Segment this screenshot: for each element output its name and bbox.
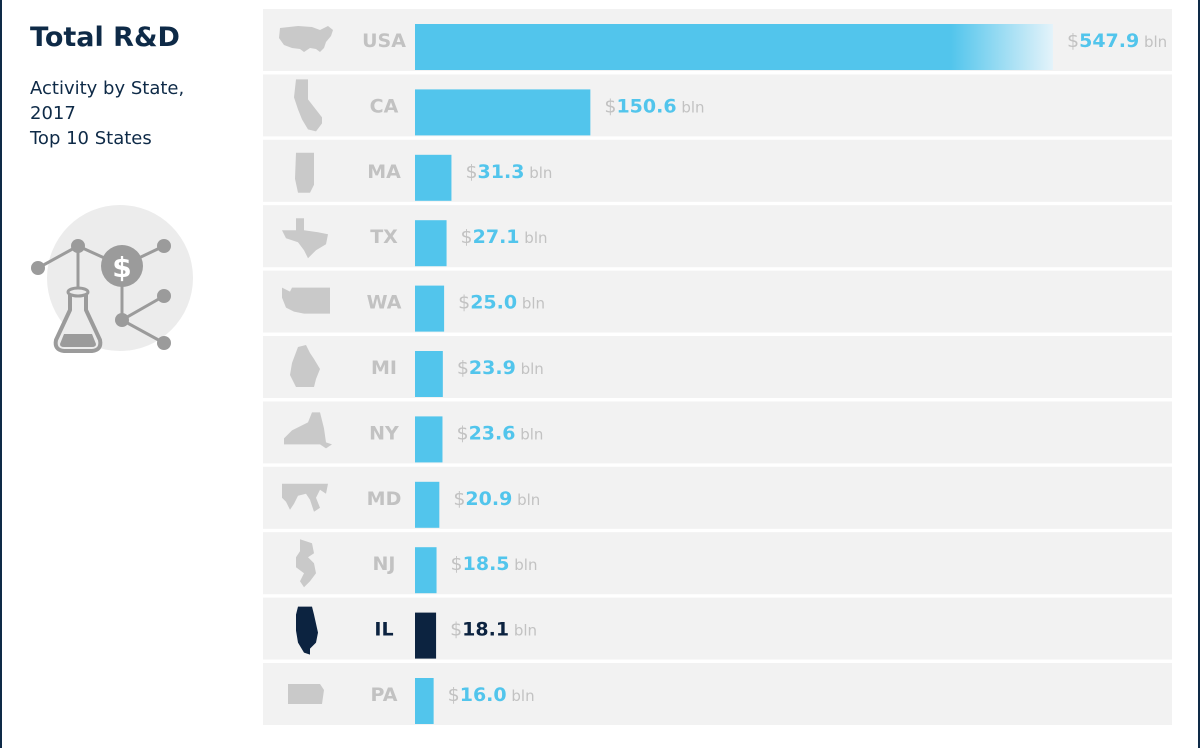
illinois-icon: [296, 606, 318, 655]
bar: [415, 220, 447, 267]
row-background: [263, 532, 1172, 595]
row-background: [263, 597, 1172, 660]
category-label: TX: [370, 226, 398, 248]
category-label: CA: [370, 95, 399, 117]
bar: [415, 547, 437, 594]
row-background: [263, 139, 1172, 202]
data-label: $25.0 bln: [458, 292, 545, 314]
row-background: [263, 205, 1172, 268]
svg-text:$: $: [112, 251, 131, 284]
frame-border-left: [0, 0, 2, 748]
bar: [415, 416, 443, 463]
row-background: [263, 270, 1172, 333]
subtitle-line: Top 10 States: [30, 128, 152, 149]
category-label: IL: [374, 619, 393, 641]
data-label: $16.0 bln: [448, 684, 535, 706]
category-label: MA: [367, 161, 401, 183]
data-label: $23.6 bln: [456, 422, 543, 444]
data-label: $150.6 bln: [604, 95, 704, 117]
bar: [415, 612, 437, 659]
data-label: $27.1 bln: [461, 226, 548, 248]
frame-border-right: [1198, 0, 1200, 748]
maryland-icon: [282, 483, 328, 512]
rd-network-flask-icon: $: [31, 205, 193, 353]
category-label: NJ: [373, 553, 396, 575]
massachusetts-icon: [295, 152, 314, 193]
bar: [415, 351, 443, 397]
chart-title: Total R&D: [30, 22, 180, 53]
row-background: [263, 336, 1172, 398]
bar: [415, 89, 591, 136]
row-background: [263, 401, 1172, 464]
subtitle-line: Activity by State,: [30, 78, 185, 99]
category-label: MI: [371, 357, 397, 379]
new-jersey-icon: [296, 539, 316, 588]
subtitle-line: 2017: [30, 103, 76, 124]
bar: [415, 285, 445, 332]
row-background: [263, 74, 1172, 137]
data-label: $547.9 bln: [1067, 30, 1167, 52]
bar: [415, 678, 434, 724]
bar: [415, 481, 440, 528]
category-label: WA: [367, 292, 402, 314]
data-label: $20.9 bln: [453, 488, 540, 510]
washington-icon: [282, 287, 330, 314]
data-label: $18.5 bln: [451, 553, 538, 575]
category-label: PA: [371, 684, 398, 706]
data-label: $23.9 bln: [457, 357, 544, 379]
new-york-icon: [284, 412, 332, 449]
michigan-icon: [290, 345, 320, 387]
texas-icon: [282, 218, 328, 259]
pennsylvania-icon: [288, 684, 324, 704]
bar: [415, 24, 1053, 70]
category-label: MD: [367, 488, 402, 510]
chart-subtitle: Activity by State, 2017 Top 10 States: [30, 76, 230, 151]
data-label: $31.3 bln: [465, 161, 552, 183]
row-background: [263, 663, 1172, 725]
category-label: USA: [362, 30, 406, 52]
category-label: NY: [369, 422, 399, 444]
data-label: $18.1 bln: [450, 619, 537, 641]
california-icon: [294, 79, 322, 132]
usa-map-icon: [279, 26, 333, 52]
bar: [415, 154, 452, 201]
row-background: [263, 466, 1172, 529]
